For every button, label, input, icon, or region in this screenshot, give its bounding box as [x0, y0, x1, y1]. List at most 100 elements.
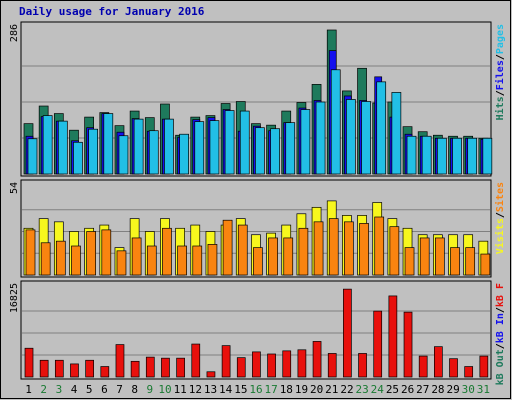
bar-pages-day-18 [285, 122, 296, 175]
day-label-25: 25 [386, 383, 399, 396]
bar-sites-day-12 [192, 245, 203, 276]
bar-kb-f-day-10 [161, 357, 170, 378]
bar-pages-day-10 [164, 118, 174, 175]
y-max-label: 286 [9, 24, 20, 42]
bar-sites-day-1 [25, 229, 36, 276]
chart-title: Daily usage for January 2016 [19, 5, 205, 18]
legend-item: Sites [494, 182, 506, 212]
bar-kb-f-day-19 [297, 349, 307, 378]
bar-pages-day-23 [361, 101, 371, 175]
day-label-19: 19 [295, 383, 308, 396]
day-label-13: 13 [204, 383, 217, 396]
bar-kb-f-day-16 [252, 351, 261, 378]
day-label-30: 30 [462, 383, 475, 396]
bar-sites-day-18 [283, 237, 294, 276]
y-max-label: 54 [9, 182, 20, 194]
bar-kb-f-day-27 [418, 355, 428, 378]
bar-sites-day-22 [344, 221, 354, 276]
legend-item: Pages [495, 24, 506, 54]
day-label-1: 1 [25, 383, 32, 396]
bar-sites-day-6 [101, 229, 112, 276]
day-label-5: 5 [86, 383, 93, 396]
day-label-31: 31 [477, 383, 490, 396]
bar-sites-day-19 [298, 227, 309, 276]
bar-sites-day-2 [40, 242, 51, 276]
bar-kb-f-day-28 [434, 346, 443, 378]
bar-sites-day-9 [146, 245, 157, 276]
bar-pages-day-11 [179, 133, 189, 175]
day-label-27: 27 [416, 383, 429, 396]
day-label-6: 6 [101, 383, 108, 396]
day-label-24: 24 [371, 383, 385, 396]
bar-kb-f-day-11 [176, 357, 185, 378]
bar-kb-f-day-5 [85, 359, 95, 378]
bar-sites-day-11 [177, 245, 187, 276]
bar-pages-day-26 [406, 135, 417, 175]
bar-kb-f-day-24 [373, 310, 383, 378]
day-label-21: 21 [325, 383, 338, 396]
hits-panel: 286 Hits/Files/Pages [9, 21, 506, 177]
bar-pages-day-13 [209, 120, 220, 175]
legend-kb-panel: kB Out/kB In/kB F [495, 283, 506, 385]
legend-item: kB F [495, 283, 506, 307]
bar-pages-day-20 [315, 101, 326, 175]
bar-kb-f-day-31 [479, 355, 489, 378]
bar-pages-day-6 [103, 113, 114, 175]
bar-sites-day-21 [328, 218, 339, 276]
day-label-23: 23 [356, 383, 369, 396]
bar-sites-day-14 [222, 219, 233, 276]
legend-item: Files [494, 60, 506, 90]
day-label-29: 29 [446, 383, 459, 396]
bar-pages-day-7 [118, 135, 129, 175]
bar-pages-day-12 [194, 121, 205, 175]
bar-kb-f-day-13 [206, 371, 216, 378]
day-label-3: 3 [56, 383, 63, 396]
day-label-7: 7 [116, 383, 123, 396]
bar-pages-day-5 [88, 128, 99, 175]
legend-item: / [495, 212, 506, 218]
bar-sites-day-5 [86, 231, 97, 276]
bar-sites-day-7 [116, 250, 127, 276]
bar-pages-day-30 [467, 137, 478, 175]
bar-pages-day-19 [300, 109, 311, 175]
y-max-label: 16825 [9, 283, 20, 313]
bar-sites-day-4 [71, 245, 81, 276]
day-label-10: 10 [158, 383, 171, 396]
bar-pages-day-24 [376, 81, 387, 175]
bar-kb-f-day-12 [191, 343, 201, 378]
day-label-26: 26 [401, 383, 414, 396]
bar-kb-f-day-6 [100, 366, 110, 378]
bar-kb-f-day-18 [282, 350, 292, 378]
legend-item: Hits [494, 96, 506, 120]
day-label-20: 20 [310, 383, 323, 396]
bar-pages-day-29 [452, 137, 462, 175]
bar-kb-f-day-26 [403, 311, 413, 378]
bar-kb-f-day-7 [115, 344, 125, 378]
bar-pages-day-17 [270, 128, 280, 175]
legend-hits-panel: Hits/Files/Pages [494, 24, 506, 120]
bar-sites-day-17 [268, 237, 278, 276]
day-label-16: 16 [249, 383, 262, 396]
bar-pages-day-25 [391, 92, 402, 175]
bar-sites-day-26 [404, 247, 415, 276]
visits-panel: 54 Visits/Sites [9, 179, 506, 278]
legend-item: kB In [495, 313, 506, 343]
bar-pages-day-9 [148, 130, 159, 175]
bar-sites-day-29 [450, 247, 460, 276]
bar-kb-f-day-29 [449, 358, 458, 378]
legend-item: / [495, 343, 506, 349]
bar-sites-day-13 [207, 244, 218, 276]
bar-kb-f-day-15 [236, 357, 246, 378]
bar-pages-day-15 [239, 110, 250, 175]
bar-pages-day-22 [346, 99, 356, 175]
bar-kb-f-day-3 [54, 359, 64, 378]
day-label-8: 8 [131, 383, 138, 396]
bar-pages-day-4 [73, 141, 83, 175]
bar-sites-day-16 [253, 247, 263, 276]
bar-kb-f-day-20 [312, 341, 322, 378]
legend-item: / [495, 307, 506, 313]
day-label-4: 4 [71, 383, 78, 396]
day-label-2: 2 [40, 383, 47, 396]
bar-pages-day-14 [224, 110, 235, 175]
